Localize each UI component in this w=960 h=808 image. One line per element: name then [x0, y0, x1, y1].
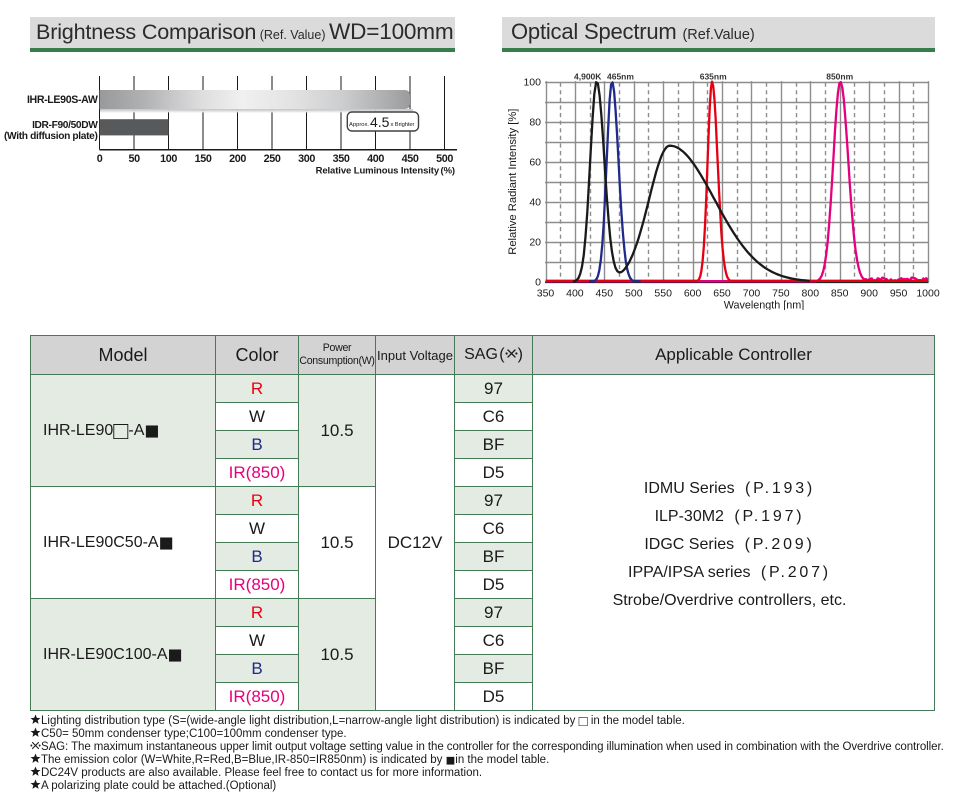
svg-text:1000: 1000 [916, 288, 940, 300]
svg-text:60: 60 [529, 156, 541, 168]
svg-text:950: 950 [890, 288, 908, 300]
svg-text:300: 300 [298, 153, 315, 165]
svg-text:550: 550 [654, 288, 672, 300]
svg-text:4,900K: 4,900K [574, 71, 602, 81]
svg-text:4.5: 4.5 [370, 114, 390, 130]
svg-text:650: 650 [713, 288, 731, 300]
svg-text:750: 750 [772, 288, 790, 300]
svg-text:250: 250 [264, 153, 281, 165]
svg-text:0: 0 [535, 277, 541, 289]
svg-text:Relative Radiant Intensity [%]: Relative Radiant Intensity [%] [507, 109, 519, 255]
svg-text:800: 800 [802, 288, 820, 300]
svg-text:465nm: 465nm [607, 71, 634, 81]
svg-text:635nm: 635nm [700, 71, 727, 81]
svg-text:x Brighter: x Brighter [391, 122, 415, 128]
svg-text:0: 0 [97, 153, 103, 165]
svg-text:100: 100 [160, 153, 177, 165]
svg-text:350: 350 [537, 288, 555, 300]
svg-text:Approx.: Approx. [349, 122, 369, 128]
svg-text:350: 350 [333, 153, 350, 165]
svg-text:450: 450 [402, 153, 419, 165]
svg-text:150: 150 [195, 153, 212, 165]
svg-text:500: 500 [436, 153, 453, 165]
svg-text:Wavelength [nm]: Wavelength [nm] [724, 300, 805, 311]
svg-text:IHR-LE90S-AW: IHR-LE90S-AW [27, 94, 98, 106]
svg-text:700: 700 [743, 288, 761, 300]
svg-text:400: 400 [367, 153, 384, 165]
svg-text:Relative Luminous Intensity (%: Relative Luminous Intensity (%) [316, 166, 455, 177]
svg-text:850nm: 850nm [826, 71, 853, 81]
svg-text:600: 600 [684, 288, 702, 300]
svg-text:850: 850 [831, 288, 849, 300]
svg-text:(With diffusion plate): (With diffusion plate) [4, 131, 98, 142]
svg-text:400: 400 [566, 288, 584, 300]
svg-text:200: 200 [229, 153, 246, 165]
svg-text:900: 900 [860, 288, 878, 300]
svg-text:40: 40 [529, 196, 541, 208]
svg-text:450: 450 [596, 288, 614, 300]
svg-text:100: 100 [523, 76, 541, 88]
svg-text:50: 50 [128, 153, 140, 165]
svg-text:500: 500 [625, 288, 643, 300]
svg-text:20: 20 [529, 237, 541, 249]
svg-text:IDR-F90/50DW: IDR-F90/50DW [32, 120, 98, 131]
svg-text:80: 80 [529, 116, 541, 128]
